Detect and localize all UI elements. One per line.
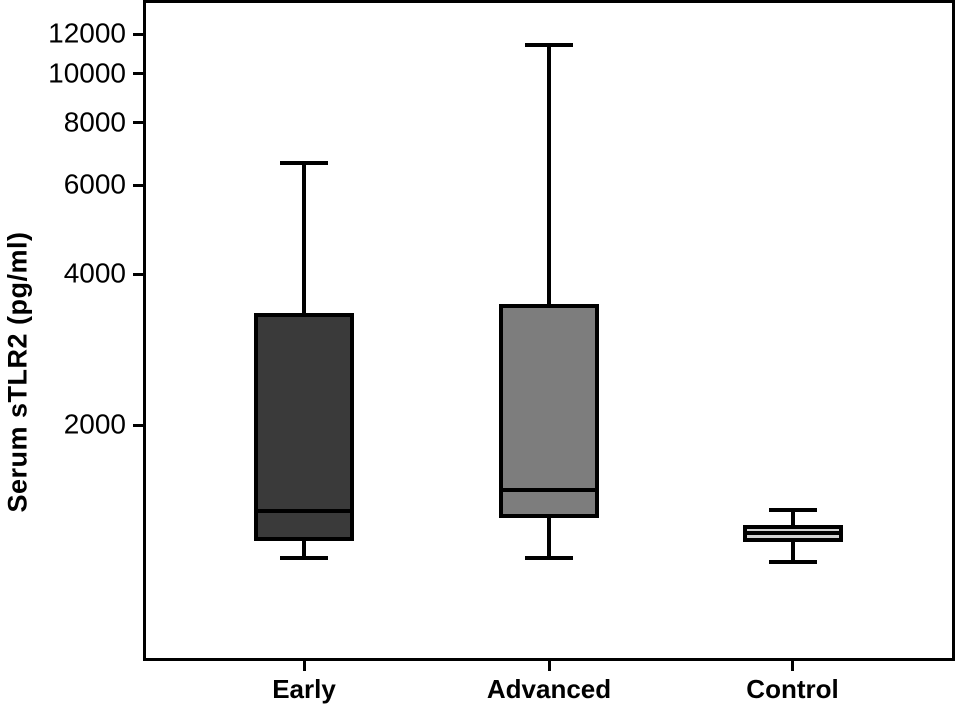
- y-axis-tick: [133, 121, 143, 125]
- x-axis-tick: [791, 661, 794, 671]
- y-axis-tick: [133, 72, 143, 76]
- y-axis-tick-label: 6000: [63, 168, 126, 200]
- x-axis-tick: [302, 661, 306, 671]
- y-axis-tick-label: 8000: [63, 106, 126, 138]
- y-axis-tick: [133, 272, 143, 276]
- x-axis-tick: [547, 661, 551, 671]
- y-axis-tick: [133, 183, 143, 187]
- x-axis-label-advanced: Advanced: [486, 674, 612, 704]
- x-axis-label-early: Early: [272, 674, 336, 704]
- y-axis-tick: [133, 32, 143, 36]
- y-axis-tick-label: 10000: [48, 57, 126, 89]
- y-axis-tick: [133, 423, 143, 427]
- plot-area: [143, 0, 955, 661]
- y-axis-title: Serum sTLR2 (pg/ml): [2, 231, 33, 513]
- y-axis-tick-label: 12000: [48, 17, 126, 49]
- x-axis-label-control: Control: [746, 674, 839, 704]
